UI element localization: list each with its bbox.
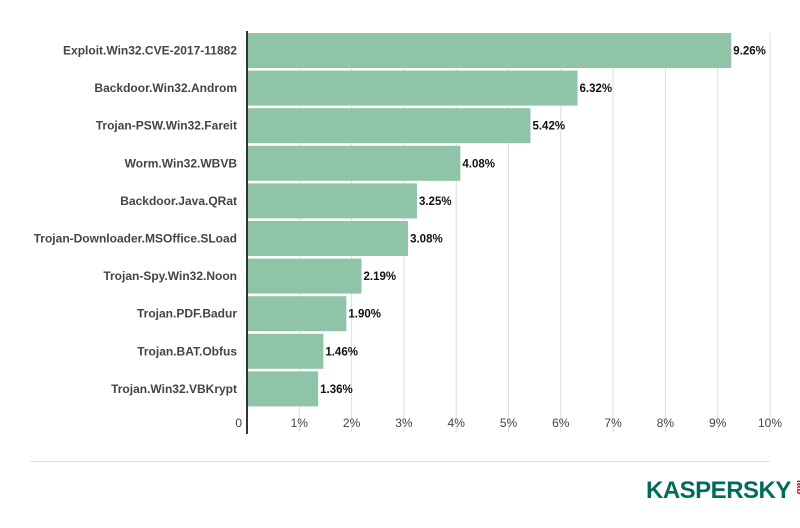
value-label: 5.42% xyxy=(532,121,565,133)
x-tick-label: 1% xyxy=(291,416,309,430)
bar xyxy=(247,33,732,68)
category-label: Trojan.Win32.VBKrypt xyxy=(111,382,237,396)
x-tick-label: 4% xyxy=(448,416,466,430)
bar-chart: 0 1% 2% 3% 4% 5% 6% 7% 8% 9% 10% Exploit.Win32.CVE-… xyxy=(34,31,782,434)
value-label: 1.46% xyxy=(325,346,358,358)
bar xyxy=(247,183,417,219)
category-label: Trojan-Spy.Win32.Noon xyxy=(103,269,237,283)
x-tick-label: 9% xyxy=(709,416,727,430)
x-tick-label: 7% xyxy=(604,416,622,430)
x-tick-label: 0 xyxy=(235,416,242,430)
logo-suffix: lab xyxy=(793,480,800,495)
x-tick-label: 3% xyxy=(395,416,413,430)
logo-brand: KASPERSKY xyxy=(646,477,791,504)
category-label: Trojan.PDF.Badur xyxy=(137,307,237,321)
x-tick-label: 5% xyxy=(500,416,518,430)
category-label: Trojan-Downloader.MSOffice.SLoad xyxy=(34,232,237,246)
bar xyxy=(247,371,319,407)
category-label: Trojan-PSW.Win32.Fareit xyxy=(96,119,237,133)
bar xyxy=(247,70,578,106)
category-label: Backdoor.Win32.Androm xyxy=(94,81,237,95)
category-label: Exploit.Win32.CVE-2017-11882 xyxy=(63,44,237,58)
value-label: 3.08% xyxy=(410,234,443,246)
value-label: 2.19% xyxy=(364,271,397,283)
bar xyxy=(247,221,409,256)
bar xyxy=(247,258,362,294)
x-tick-label: 6% xyxy=(552,416,570,430)
value-label: 3.25% xyxy=(419,196,452,208)
category-label: Backdoor.Java.QRat xyxy=(120,194,237,208)
value-label: 1.36% xyxy=(320,384,353,396)
bar xyxy=(247,145,461,181)
x-tick-label: 10% xyxy=(758,416,782,430)
x-tick-label: 2% xyxy=(343,416,361,430)
value-label: 4.08% xyxy=(462,158,495,170)
bar xyxy=(247,296,347,332)
kaspersky-logo: KASPERSKY lab xyxy=(646,478,800,508)
value-label: 6.32% xyxy=(580,83,613,95)
value-label: 1.90% xyxy=(348,309,381,321)
value-label: 9.26% xyxy=(733,46,766,58)
bar xyxy=(247,108,531,144)
category-label: Trojan.BAT.Obfus xyxy=(137,344,237,358)
category-label: Worm.Win32.WBVB xyxy=(125,156,238,170)
bar xyxy=(247,333,324,369)
divider xyxy=(30,461,770,462)
x-tick-label: 8% xyxy=(657,416,675,430)
